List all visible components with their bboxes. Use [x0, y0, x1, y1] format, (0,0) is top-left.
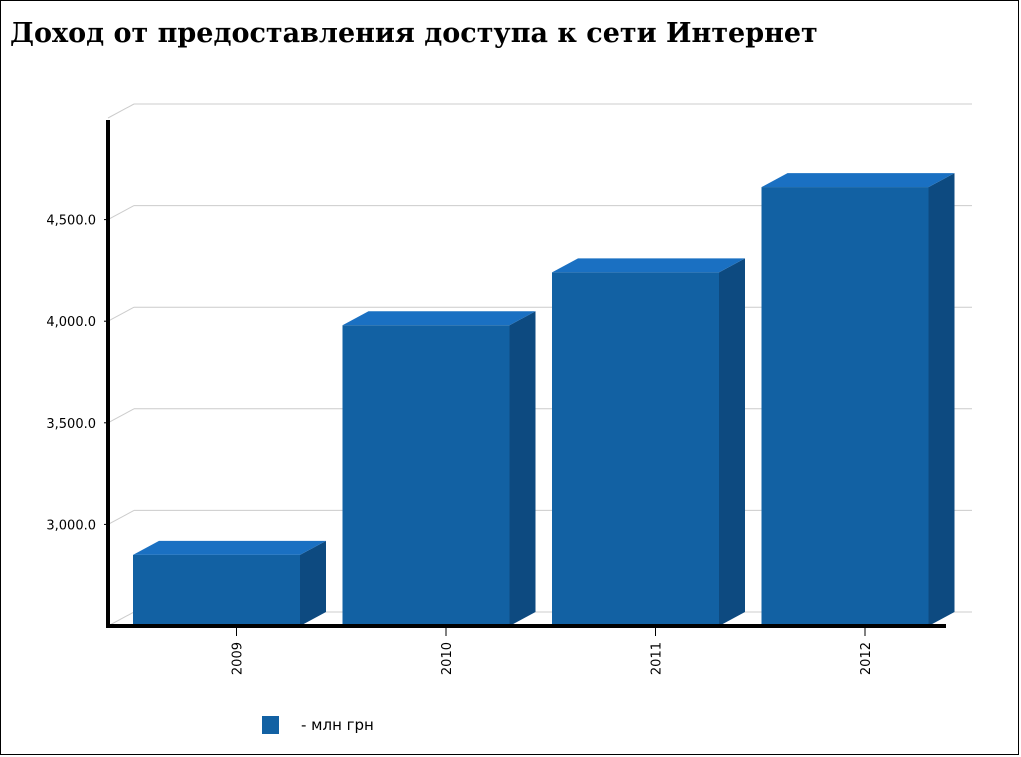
- y-tick-label: 3,000.0: [46, 518, 96, 533]
- chart-title: Доход от предоставления доступа к сети И…: [10, 18, 818, 49]
- bar-side: [928, 173, 955, 626]
- legend: - млн грн: [262, 716, 374, 734]
- legend-swatch: [262, 716, 279, 734]
- x-tick-label: 2011: [650, 642, 665, 675]
- y-tick-label: 4,500.0: [46, 214, 96, 229]
- gridline-depth: [107, 103, 135, 119]
- bar-top: [342, 311, 536, 326]
- gridline-depth: [107, 205, 135, 221]
- bar-side: [300, 540, 326, 626]
- bar: [342, 325, 510, 626]
- bar: [761, 187, 929, 626]
- gridline-depth: [107, 306, 135, 322]
- bar-top: [761, 173, 955, 188]
- bar-top: [133, 540, 326, 555]
- gridline-depth: [107, 509, 135, 525]
- gridline-depth: [107, 611, 135, 627]
- bar-side: [509, 311, 536, 626]
- bar: [552, 272, 719, 626]
- legend-label: - млн грн: [301, 716, 374, 734]
- y-tick-label: 4,000.0: [46, 315, 96, 330]
- x-tick-label: 2009: [231, 642, 246, 675]
- bar-top: [552, 258, 745, 273]
- x-tick-label: 2012: [859, 642, 874, 675]
- gridline-depth: [107, 408, 135, 424]
- bar-side: [719, 258, 745, 626]
- y-tick-label: 3,500.0: [46, 417, 96, 432]
- x-tick-label: 2010: [440, 642, 455, 675]
- bar: [133, 554, 300, 626]
